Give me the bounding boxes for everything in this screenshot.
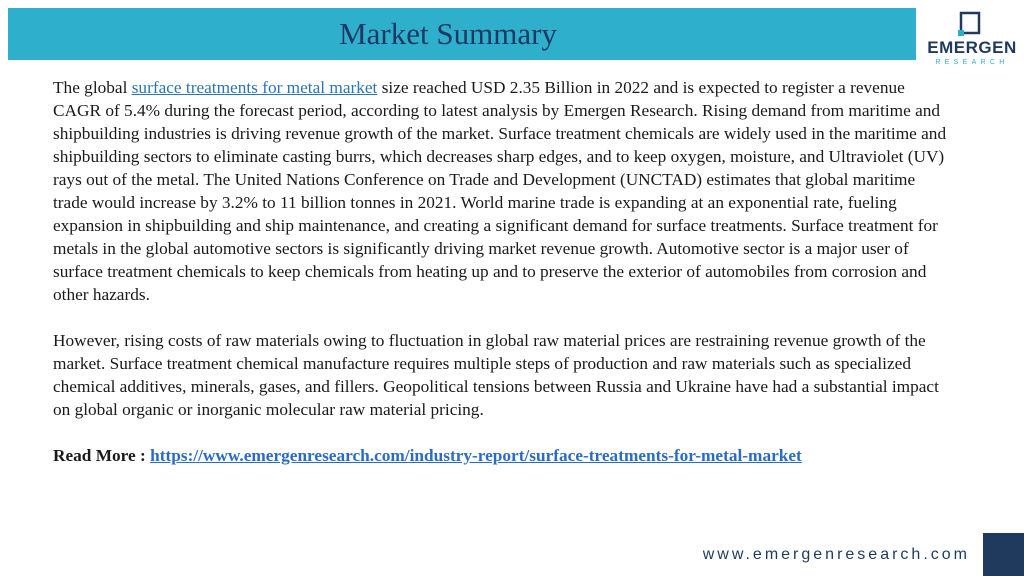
paragraph-intro-prefix: The global: [53, 78, 132, 97]
summary-content: The global surface treatments for metal …: [53, 76, 953, 467]
footer-website: www.emergenresearch.com: [702, 546, 970, 563]
page-title: Market Summary: [339, 16, 557, 51]
corner-decoration: [983, 533, 1024, 576]
paragraph-intro: The global surface treatments for metal …: [53, 76, 953, 306]
read-more: Read More : https://www.emergenresearch.…: [53, 444, 953, 467]
emergen-research-logo: EMERGEN RESEARCH: [924, 10, 1020, 72]
logo-subtitle: RESEARCH: [935, 59, 1009, 66]
paragraph-restraints: However, rising costs of raw materials o…: [53, 331, 939, 419]
read-more-link[interactable]: https://www.emergenresearch.com/industry…: [150, 446, 802, 465]
title-bar: Market Summary: [8, 8, 916, 60]
logo-mark-icon: [958, 11, 981, 36]
read-more-label: Read More :: [53, 446, 151, 465]
paragraph-intro-body: size reached USD 2.35 Billion in 2022 an…: [53, 78, 947, 304]
market-report-link[interactable]: surface treatments for metal market: [131, 78, 378, 97]
logo-name: EMERGEN: [927, 38, 1017, 57]
